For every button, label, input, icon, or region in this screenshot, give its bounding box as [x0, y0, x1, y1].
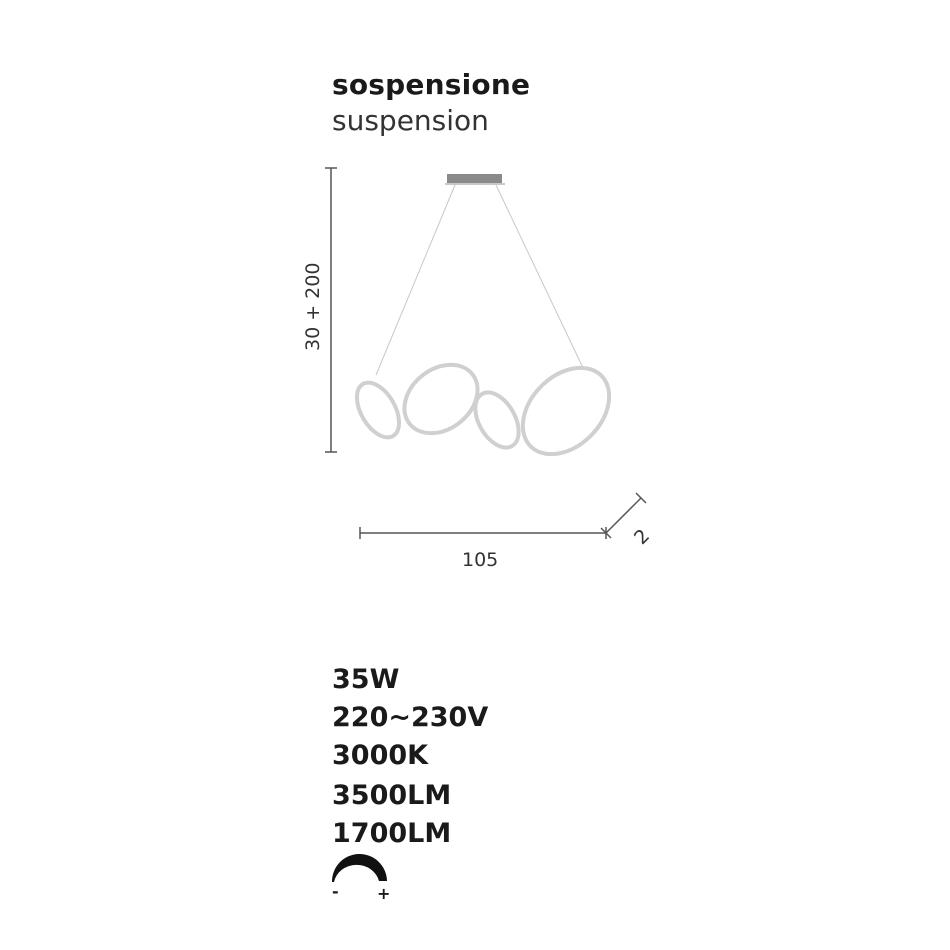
- dimmer-plus-label: +: [377, 884, 391, 903]
- ring-1: [354, 380, 402, 440]
- dimmer-icon: [331, 854, 387, 882]
- width-dimension-line: [359, 492, 647, 539]
- spec-color-temperature: 3000K: [332, 740, 429, 771]
- ring-3: [473, 390, 521, 450]
- lamp-rings: [354, 362, 612, 457]
- ring-4: [520, 365, 612, 457]
- product-type-title: sospensione: [332, 68, 531, 101]
- width-dimension-label: 105: [462, 549, 499, 571]
- spec-lumens-1: 3500LM: [332, 780, 452, 811]
- spec-wattage: 35W: [332, 664, 400, 695]
- ceiling-canopy: [445, 174, 505, 185]
- ring-2: [402, 362, 480, 436]
- spec-lumens-2: 1700LM: [332, 818, 452, 849]
- dimmer-minus-label: -: [332, 882, 339, 901]
- height-dimension-line: [325, 167, 337, 453]
- suspension-cables: [375, 184, 585, 376]
- spec-voltage: 220~230V: [332, 702, 489, 733]
- product-type-subtitle: suspension: [332, 104, 489, 137]
- height-dimension-label: 30 + 200: [302, 262, 324, 351]
